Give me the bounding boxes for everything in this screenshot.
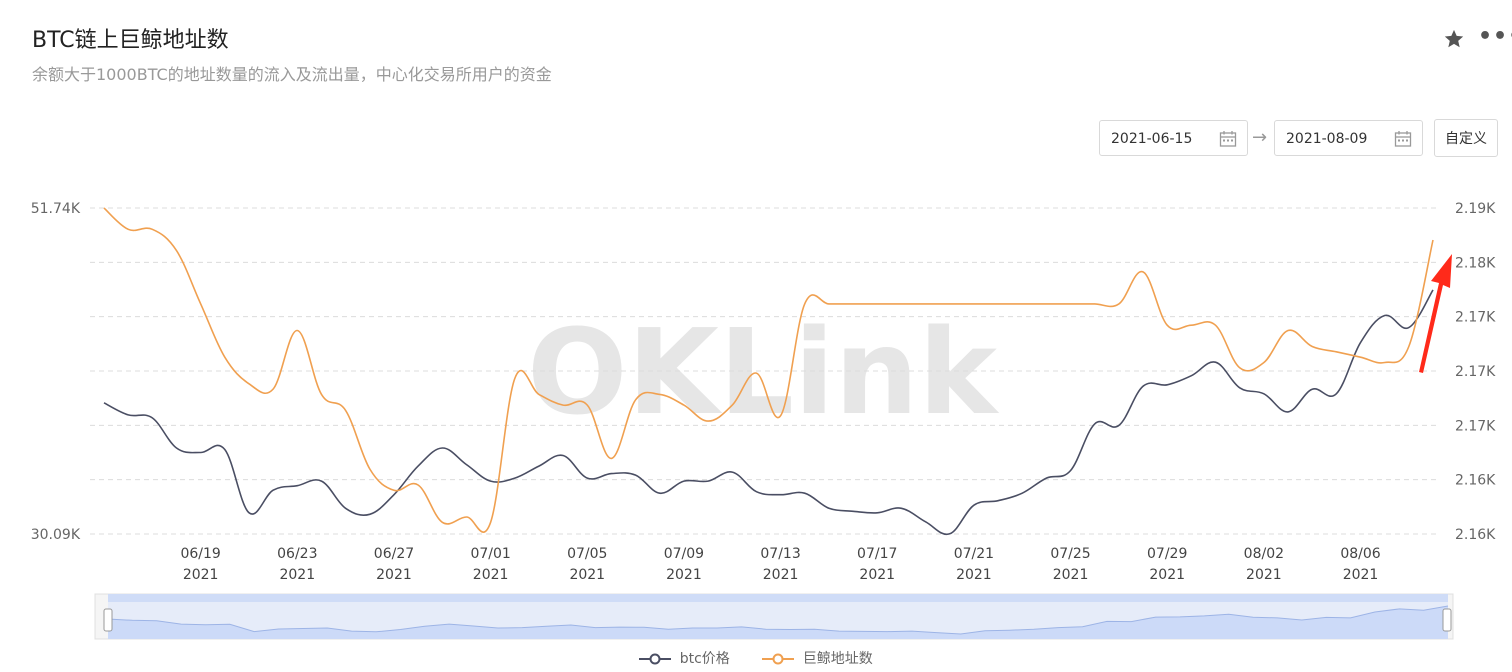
x-axis-tick-year: 2021 <box>1149 567 1185 583</box>
x-axis-tick-date: 08/06 <box>1340 546 1380 562</box>
arrow-right-icon: → <box>1252 127 1268 148</box>
end-date-input[interactable]: 2021-08-09 <box>1274 120 1423 156</box>
legend-label-btc: btc价格 <box>679 651 730 667</box>
x-axis-tick-date: 07/13 <box>760 546 800 562</box>
legend-item-btc[interactable]: btc价格 <box>639 648 730 668</box>
custom-range-button[interactable]: 自定义 <box>1434 119 1498 157</box>
zoom-slider-left-handle <box>103 608 113 632</box>
chart-legend: btc价格 巨鲸地址数 <box>0 648 1512 668</box>
start-date-value: 2021-06-15 <box>1111 131 1193 147</box>
x-axis-tick-date: 08/02 <box>1244 546 1284 562</box>
x-axis-tick-year: 2021 <box>666 567 702 583</box>
whale-address-chart: OKLink 2.19K 2.18K 2.17K 2.17K 2.17K 2.16K 2.1… <box>31 201 1496 640</box>
x-axis-tick-year: 2021 <box>1246 567 1282 583</box>
right-axis-tick-label: 2.16K <box>1455 473 1496 489</box>
btc-price-line <box>103 289 1434 536</box>
right-axis-tick-label: 2.17K <box>1455 310 1496 326</box>
x-axis-tick-date: 06/27 <box>374 546 414 562</box>
legend-line-icon <box>762 653 795 665</box>
x-axis-tick-year: 2021 <box>956 567 992 583</box>
legend-item-whale[interactable]: 巨鲸地址数 <box>762 648 873 668</box>
x-axis-tick-date: 07/21 <box>954 546 994 562</box>
calendar-icon <box>1219 131 1237 147</box>
x-axis-tick-date: 07/17 <box>857 546 897 562</box>
x-axis-tick-year: 2021 <box>279 567 315 583</box>
x-axis-tick-date: 07/25 <box>1050 546 1090 562</box>
zoom-slider-line <box>107 605 1449 635</box>
right-axis-tick-label: 2.16K <box>1455 527 1496 543</box>
left-axis-max-label: 51.74K <box>31 201 81 217</box>
legend-label-whale: 巨鲸地址数 <box>802 651 873 667</box>
whale-address-line <box>103 207 1434 533</box>
x-axis-tick-year: 2021 <box>569 567 605 583</box>
zoom-slider-area <box>108 606 1448 639</box>
more-icon[interactable]: ••• <box>1478 24 1512 49</box>
watermark-text: OKLink <box>527 303 999 441</box>
left-axis-min-label: 30.09K <box>31 527 81 543</box>
x-axis-tick-date: 06/19 <box>180 546 220 562</box>
x-axis-tick-year: 2021 <box>1053 567 1089 583</box>
start-date-input[interactable]: 2021-06-15 <box>1099 120 1248 156</box>
star-icon[interactable] <box>1443 28 1465 50</box>
page-subtitle: 余额大于1000BTC的地址数量的流入及流出量，中心化交易所用户的资金 <box>32 65 552 84</box>
zoom-slider-right-handle <box>1442 608 1452 632</box>
x-axis-tick-year: 2021 <box>473 567 509 583</box>
legend-line-icon <box>639 653 672 665</box>
x-axis-tick-date: 07/05 <box>567 546 607 562</box>
right-axis-tick-label: 2.19K <box>1455 201 1496 217</box>
right-axis-tick-label: 2.17K <box>1455 418 1496 434</box>
annotation-arrow <box>1419 254 1452 373</box>
x-axis-tick-date: 06/23 <box>277 546 317 562</box>
x-axis-tick-year: 2021 <box>859 567 895 583</box>
end-date-value: 2021-08-09 <box>1286 131 1368 147</box>
x-axis-tick-date: 07/01 <box>470 546 510 562</box>
zoom-slider-top-bar <box>108 594 1448 602</box>
x-axis-tick-year: 2021 <box>763 567 799 583</box>
right-axis-tick-label: 2.17K <box>1455 364 1496 380</box>
x-axis-tick-year: 2021 <box>1343 567 1379 583</box>
x-axis-tick-date: 07/29 <box>1147 546 1187 562</box>
page-title: BTC链上巨鲸地址数 <box>32 28 229 53</box>
x-axis-tick-date: 07/09 <box>664 546 704 562</box>
right-axis-tick-label: 2.18K <box>1455 255 1496 271</box>
x-axis-tick-year: 2021 <box>376 567 412 583</box>
x-axis-tick-year: 2021 <box>183 567 219 583</box>
calendar-icon <box>1394 131 1412 147</box>
